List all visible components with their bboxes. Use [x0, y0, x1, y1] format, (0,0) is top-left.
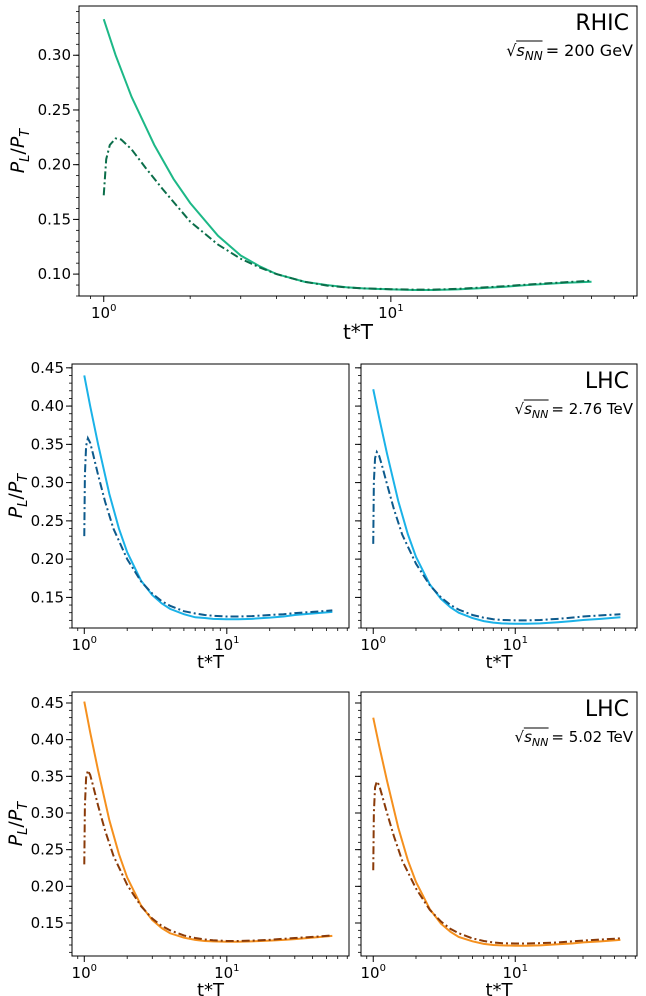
y-tick-label: 0.20 [38, 156, 71, 174]
collision-system-label: LHC [585, 697, 629, 722]
y-tick-label: 0.30 [31, 474, 64, 492]
y-tick-label: 0.25 [31, 841, 64, 859]
x-tick-label: 100 [91, 303, 116, 322]
x-axis-label: t*T [343, 320, 374, 344]
x-axis-label: t*T [197, 652, 225, 673]
y-tick-label: 0.20 [31, 550, 64, 568]
collision-system-label: RHIC [575, 11, 629, 36]
collision-energy-label: √sNN = 2.76 TeV [515, 400, 634, 421]
x-axis-label: t*T [485, 980, 513, 996]
chart-panel-lhc-276-left: 100 101 0.15 0.20 0.25 0.30 0.35 0.40 0.45 t*T PL/… [5, 359, 350, 673]
y-tick-label: 0.40 [31, 731, 64, 749]
x-tick-label: 101 [503, 635, 528, 654]
series-solid-line [372, 389, 621, 625]
axes-frame [71, 363, 350, 629]
y-tick-label: 0.45 [31, 359, 64, 377]
series-dashdot-line [83, 435, 333, 618]
series-solid-line [83, 375, 333, 621]
collision-energy-label: √sNN = 200 GeV [506, 41, 633, 63]
collision-energy-label: √sNN = 5.02 TeV [515, 728, 634, 749]
y-tick-label: 0.20 [31, 877, 64, 895]
y-tick-label: 0.15 [31, 588, 64, 606]
y-tick-label: 0.45 [31, 694, 64, 712]
series-dashdot-line [372, 779, 621, 945]
x-tick-label: 100 [361, 635, 386, 654]
x-tick-label: 101 [214, 963, 239, 982]
x-tick-label: 101 [378, 303, 403, 322]
y-axis-label: PL/PT [5, 801, 31, 847]
y-tick-label: 0.25 [38, 101, 71, 119]
x-tick-label: 100 [72, 963, 97, 982]
x-tick-label: 100 [361, 963, 386, 982]
y-tick-label: 0.15 [31, 914, 64, 932]
y-tick-label: 0.35 [31, 767, 64, 785]
chart-panel-rhic: 100 101 0.10 0.15 0.20 0.25 0.30 t*T PL/PT RHIC √s… [7, 5, 638, 344]
x-axis-label: t*T [197, 980, 225, 996]
x-tick-label: 100 [72, 635, 97, 654]
y-tick-label: 0.35 [31, 435, 64, 453]
y-tick-label: 0.10 [38, 265, 71, 283]
y-tick-label: 0.25 [31, 512, 64, 530]
axes-frame [71, 691, 350, 957]
series-dashdot-line [83, 767, 333, 942]
series-solid-line [83, 701, 333, 943]
chart-panel-lhc-502-left: 100 101 0.15 0.20 0.25 0.30 0.35 0.40 0.45 t*T PL/… [5, 691, 350, 996]
series-dashdot-line [372, 449, 621, 622]
x-axis-label: t*T [485, 652, 513, 673]
y-tick-label: 0.30 [38, 46, 71, 64]
axes-frame [78, 5, 638, 297]
axes-frame [360, 691, 638, 957]
series-dashdot-line [102, 137, 592, 291]
x-tick-label: 101 [214, 635, 239, 654]
y-axis-label: PL/PT [7, 128, 33, 174]
y-tick-label: 0.40 [31, 397, 64, 415]
series-solid-line [372, 717, 621, 947]
x-tick-label: 101 [503, 963, 528, 982]
axes-frame [360, 363, 638, 629]
y-tick-label: 0.30 [31, 804, 64, 822]
collision-system-label: LHC [585, 369, 629, 394]
y-tick-label: 0.15 [38, 210, 71, 228]
y-axis-label: PL/PT [5, 473, 31, 519]
